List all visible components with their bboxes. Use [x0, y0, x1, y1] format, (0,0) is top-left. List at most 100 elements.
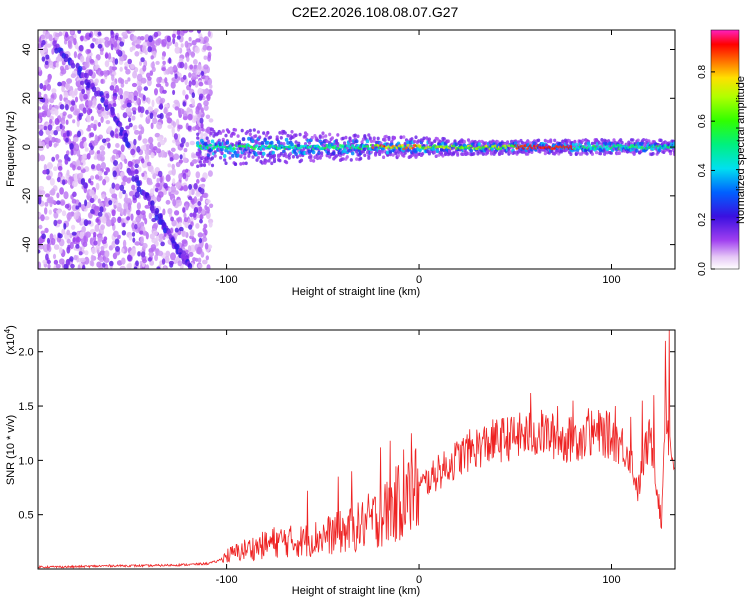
heatmap-cell [184, 62, 188, 70]
heatmap-cell [183, 217, 188, 223]
heatmap-cell [205, 199, 211, 204]
heatmap-cell [369, 139, 374, 143]
heatmap-cell [321, 135, 325, 139]
heatmap-cell [174, 243, 179, 250]
heatmap-cell [170, 185, 177, 193]
heatmap-cell [376, 136, 380, 141]
heatmap-cell [160, 241, 165, 247]
heatmap-cell [117, 216, 122, 224]
heatmap-cell [53, 166, 58, 172]
heatmap-cell [354, 139, 359, 144]
heatmap-cell [38, 112, 45, 118]
y-tick-label: 1.5 [18, 401, 33, 413]
heatmap-cell [159, 175, 163, 183]
heatmap-cell [406, 140, 410, 145]
heatmap-cell [380, 150, 384, 154]
heatmap-cell [46, 110, 51, 117]
heatmap-cell [396, 153, 401, 158]
heatmap-cell [188, 72, 192, 78]
heatmap-cell [200, 177, 206, 182]
heatmap-cell [175, 181, 182, 190]
heatmap-cell [565, 141, 569, 146]
heatmap-cell [80, 80, 85, 86]
heatmap-cell [205, 114, 211, 120]
heatmap-cell [49, 178, 55, 186]
heatmap-cell [173, 79, 179, 84]
heatmap-cell [76, 159, 81, 166]
heatmap-cell [150, 152, 155, 159]
heatmap-cell [272, 153, 277, 158]
heatmap-cell [61, 228, 66, 235]
heatmap-cell [248, 132, 252, 137]
spectrogram-panel: -100 0 100 -40 -20 0 20 40 Height of straight … [5, 29, 676, 298]
heatmap-cell [136, 202, 141, 210]
heatmap-cell [133, 95, 137, 101]
y-tick-label: 2.0 [18, 347, 33, 359]
heatmap-cell [640, 142, 645, 147]
heatmap-cell [508, 150, 512, 154]
heatmap-cell [137, 135, 142, 141]
heatmap-cell [154, 187, 159, 193]
heatmap-cell [95, 218, 99, 223]
heatmap-cell [506, 140, 510, 144]
heatmap-cell [217, 138, 221, 143]
heatmap-cell [196, 164, 200, 169]
heatmap-cell [163, 182, 168, 189]
heatmap-cell [131, 115, 136, 121]
heatmap-cell [104, 53, 109, 59]
heatmap-cell [51, 48, 55, 55]
heatmap-cell [669, 151, 673, 156]
heatmap-cell [203, 223, 208, 229]
heatmap-cell [206, 264, 211, 269]
heatmap-cell [129, 46, 133, 53]
heatmap-cell [103, 257, 110, 264]
heatmap-cell [196, 132, 200, 137]
heatmap-cell [99, 206, 104, 213]
heatmap-cell [189, 64, 194, 70]
heatmap-cell [102, 262, 106, 268]
heatmap-cell [185, 141, 190, 148]
heatmap-cell [191, 40, 197, 46]
heatmap-cell [258, 135, 262, 139]
heatmap-cell [171, 219, 177, 227]
heatmap-cell [44, 216, 50, 221]
heatmap-cell [97, 103, 102, 110]
heatmap-cell [246, 130, 250, 134]
heatmap-cell [400, 144, 405, 147]
heatmap-cell [166, 35, 172, 43]
heatmap-cell [332, 151, 336, 156]
heatmap-cell [616, 143, 620, 147]
heatmap-cell [41, 56, 46, 62]
heatmap-cell [233, 162, 238, 166]
heatmap-cell [134, 51, 140, 57]
heatmap-cell [98, 175, 103, 181]
heatmap-cell [510, 139, 514, 144]
heatmap-cell [90, 145, 94, 151]
heatmap-cell [122, 189, 126, 195]
heatmap-cell [231, 153, 235, 158]
heatmap-cell [136, 180, 141, 187]
heatmap-cell [119, 265, 126, 269]
heatmap-cell [176, 35, 181, 40]
heatmap-cell [472, 152, 476, 156]
heatmap-cell [113, 160, 118, 166]
heatmap-cell [62, 111, 67, 116]
heatmap-cell [38, 66, 42, 72]
heatmap-cell [137, 87, 141, 96]
heatmap-cell [127, 202, 131, 211]
heatmap-cell [198, 36, 204, 44]
heatmap-cell [82, 107, 87, 114]
heatmap-cell [84, 72, 89, 79]
heatmap-cell [47, 75, 51, 83]
heatmap-cell [173, 64, 177, 71]
heatmap-cell [147, 257, 152, 262]
heatmap-cell [66, 212, 72, 220]
heatmap-cell [178, 108, 182, 116]
heatmap-cell [128, 117, 132, 123]
heatmap-cell [67, 157, 71, 162]
heatmap-cell [236, 153, 240, 158]
heatmap-cell [651, 151, 655, 156]
heatmap-cell [70, 263, 75, 269]
heatmap-cell [65, 258, 71, 266]
heatmap-cell [173, 133, 178, 140]
